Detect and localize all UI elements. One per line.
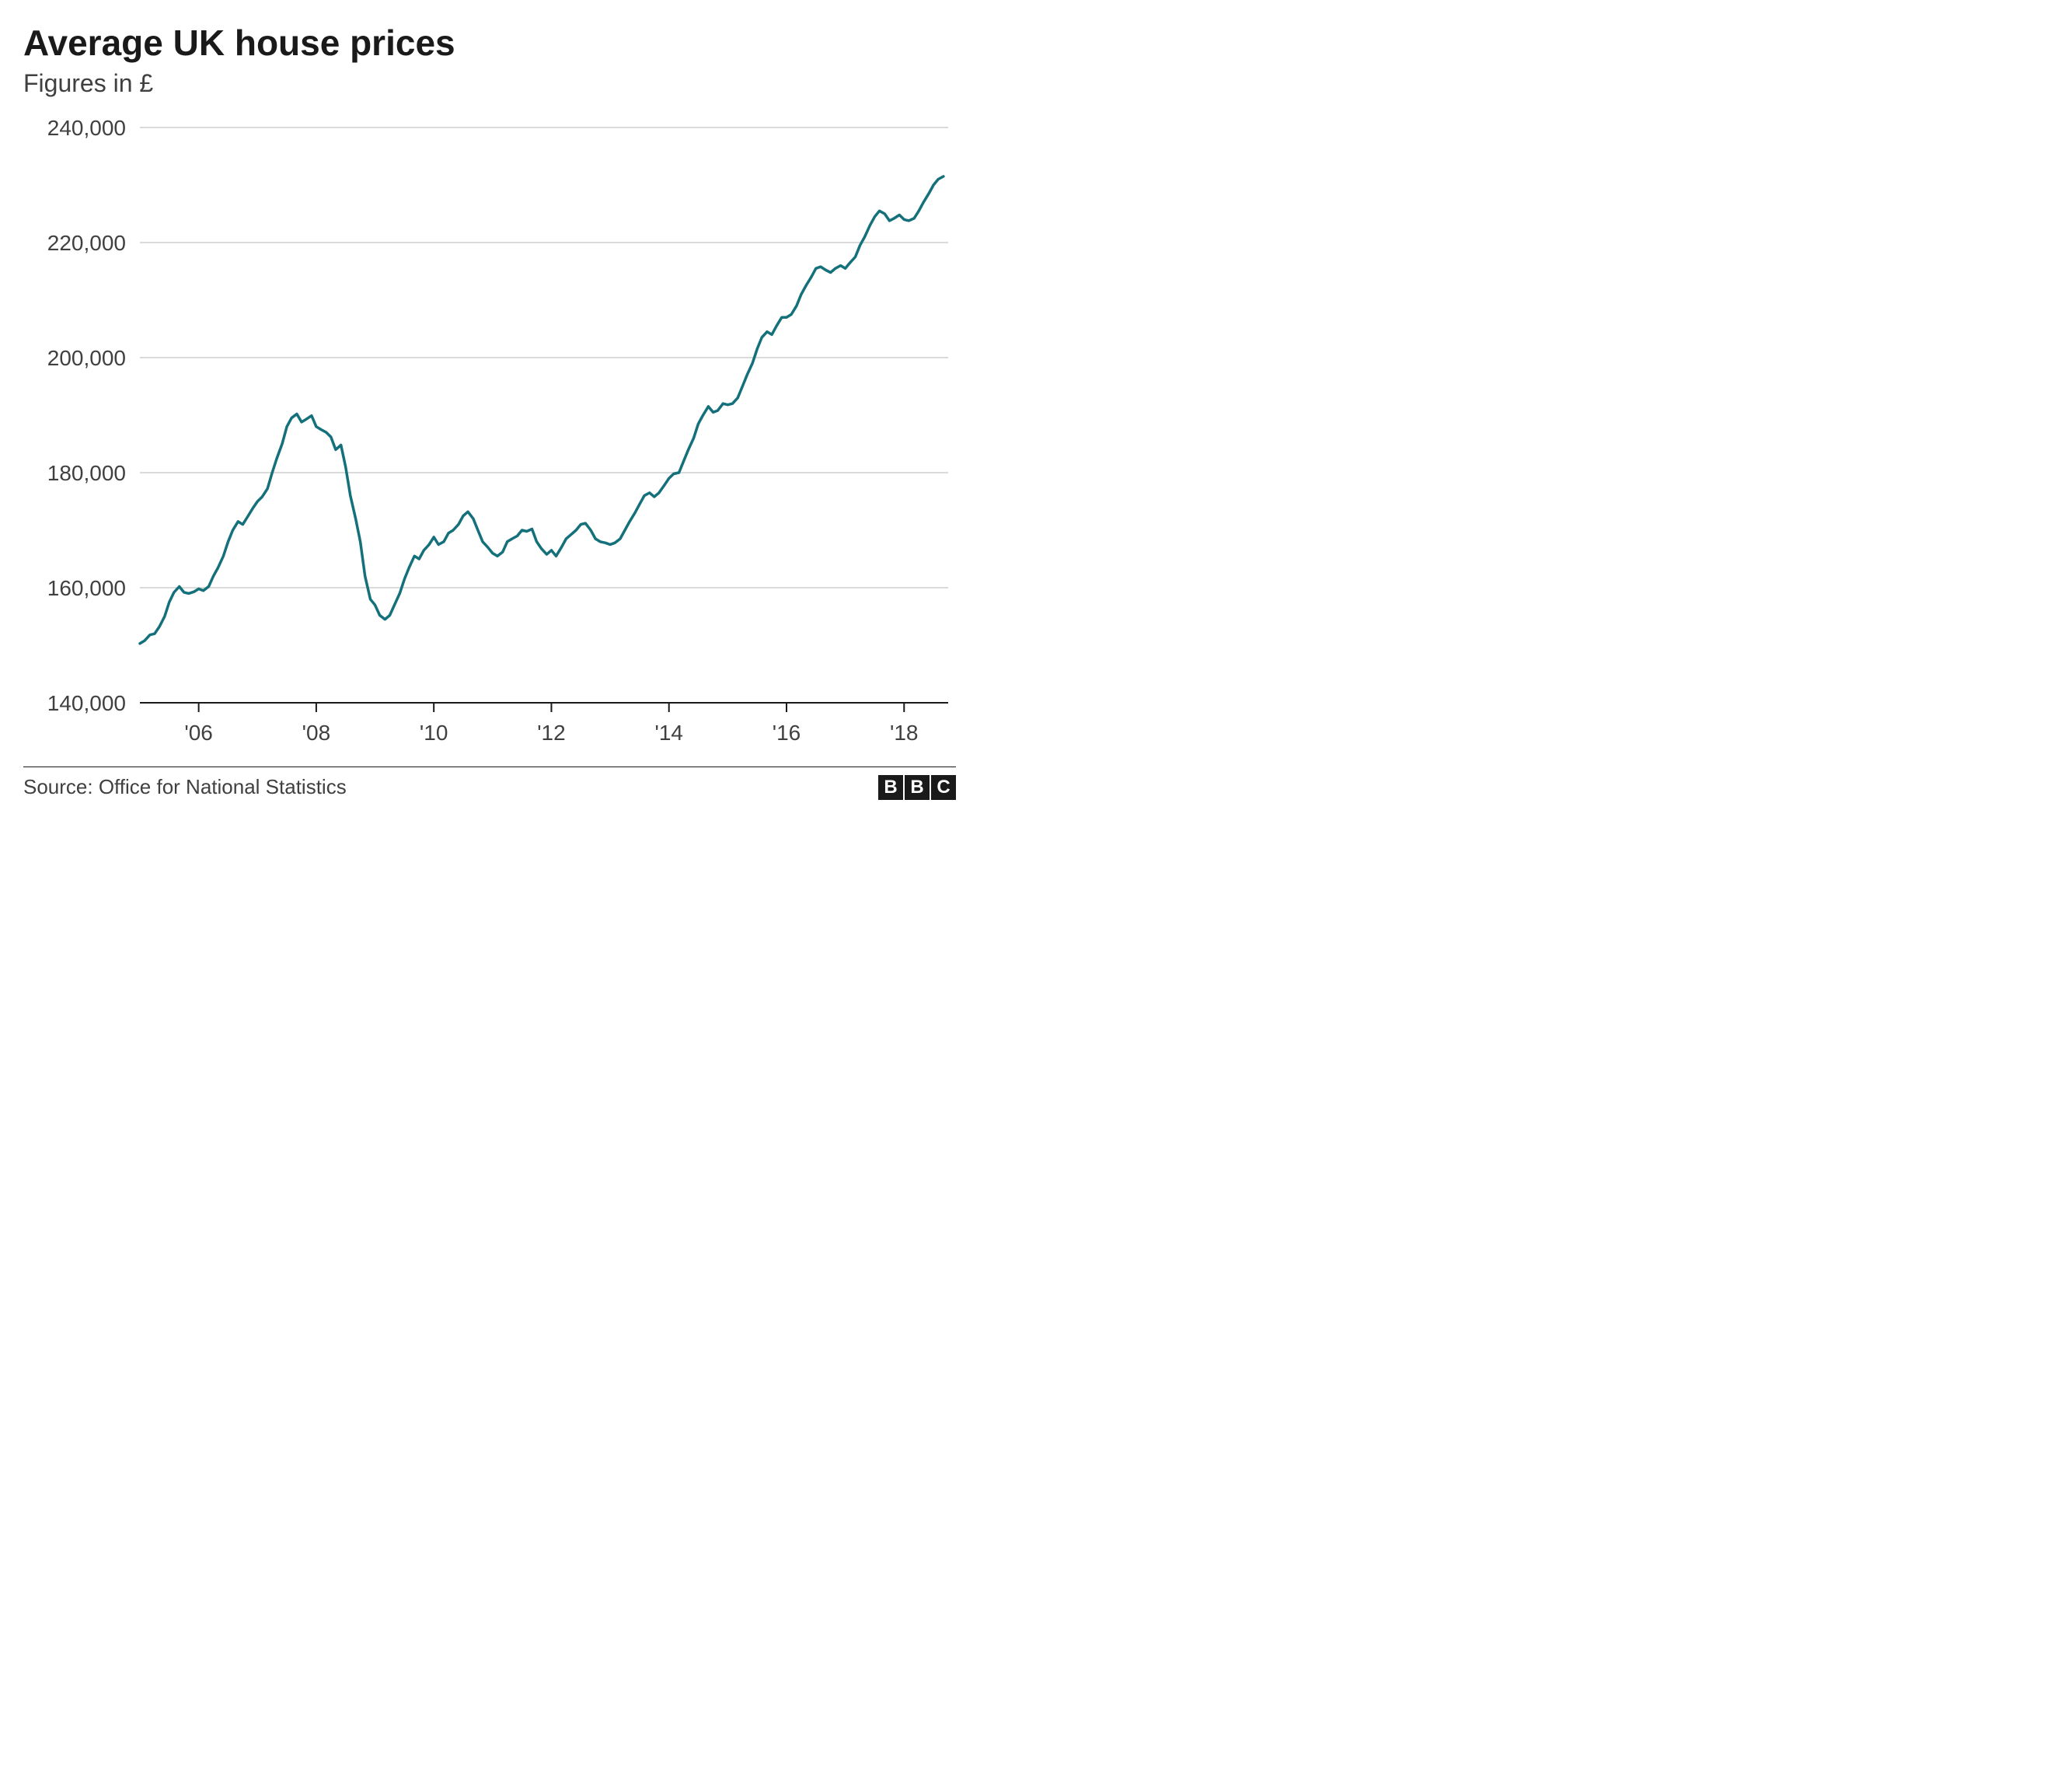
x-axis-label: '08 [302,721,331,745]
bbc-logo: B B C [878,775,956,800]
y-axis-label: 220,000 [47,231,126,255]
x-axis-label: '18 [890,721,919,745]
x-axis-label: '06 [184,721,213,745]
plot-area: 140,000 160,000 180,000 200,000 220,000 240,0… [23,120,956,757]
bbc-logo-block: B [905,775,930,800]
y-axis-label: 240,000 [47,120,126,140]
x-axis-label: '16 [773,721,801,745]
x-axis-label: '10 [420,721,448,745]
series-uk-house-price [140,176,944,643]
line-chart-svg: 140,000 160,000 180,000 200,000 220,000 240,0… [23,120,956,757]
chart-title: Average UK house prices [23,23,956,63]
bbc-logo-block: C [931,775,956,800]
y-axis-label: 160,000 [47,576,126,600]
chart-subtitle: Figures in £ [23,69,956,98]
y-axis-label: 180,000 [47,461,126,485]
bbc-logo-block: B [878,775,903,800]
chart-footer: Source: Office for National Statistics B… [23,767,956,800]
y-axis-label: 200,000 [47,346,126,370]
x-axis-label: '14 [654,721,683,745]
x-axis-label: '12 [537,721,566,745]
chart-container: Average UK house prices Figures in £ 140… [0,0,987,850]
y-axis-label: 140,000 [47,691,126,715]
source-label: Source: Office for National Statistics [23,775,347,799]
